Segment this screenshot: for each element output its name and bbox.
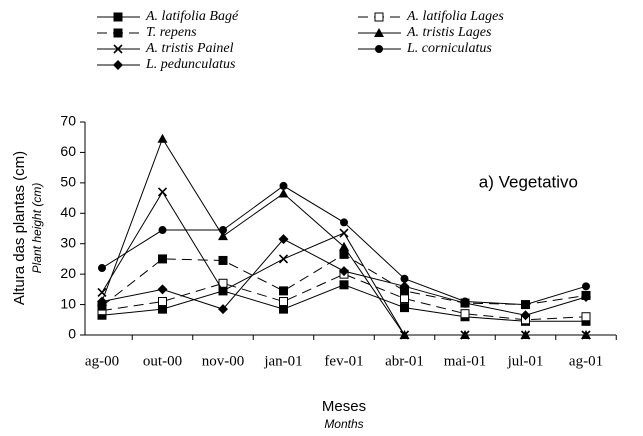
marker bbox=[460, 298, 470, 309]
marker bbox=[157, 284, 168, 295]
legend-label: L. corniculatus bbox=[406, 41, 492, 56]
y-tick-label: 20 bbox=[60, 265, 76, 281]
marker bbox=[98, 264, 106, 273]
marker bbox=[374, 12, 384, 22]
x-tick-label: out-00 bbox=[143, 353, 182, 369]
marker bbox=[158, 226, 167, 235]
marker bbox=[399, 330, 410, 340]
marker bbox=[158, 304, 167, 314]
legend-label: A. latifolia Lages bbox=[406, 9, 504, 24]
marker bbox=[218, 286, 228, 296]
marker bbox=[521, 300, 530, 309]
marker bbox=[400, 303, 409, 313]
marker bbox=[219, 226, 227, 235]
x-tick-label: mai-01 bbox=[444, 353, 487, 369]
marker bbox=[581, 312, 591, 322]
marker bbox=[218, 255, 228, 265]
y-tick-label: 10 bbox=[60, 295, 76, 311]
x-tick-label: fev-01 bbox=[324, 353, 363, 369]
marker bbox=[339, 280, 349, 290]
marker bbox=[218, 231, 228, 241]
legend-label: A. tristis Painel bbox=[145, 41, 234, 56]
marker bbox=[158, 297, 167, 307]
marker bbox=[97, 296, 107, 307]
marker bbox=[113, 12, 123, 22]
marker bbox=[582, 282, 590, 291]
marker bbox=[340, 218, 348, 227]
legend-label: T. repens bbox=[146, 25, 197, 40]
marker bbox=[158, 254, 167, 264]
y-tick-label: 60 bbox=[60, 143, 76, 159]
marker bbox=[374, 28, 384, 37]
marker bbox=[218, 278, 228, 288]
marker bbox=[460, 309, 470, 319]
y-tick-label: 30 bbox=[60, 234, 76, 250]
marker bbox=[113, 60, 123, 70]
marker bbox=[375, 45, 383, 53]
y-axis-sublabel: Plant height (cm) bbox=[30, 183, 44, 274]
marker bbox=[279, 297, 288, 307]
marker bbox=[113, 28, 123, 38]
series-line bbox=[101, 191, 586, 336]
marker bbox=[157, 133, 168, 143]
x-tick-label: nov-00 bbox=[202, 353, 245, 369]
marker bbox=[399, 281, 410, 292]
marker bbox=[113, 44, 123, 54]
marker bbox=[278, 188, 289, 198]
marker bbox=[460, 330, 470, 340]
marker bbox=[279, 181, 288, 190]
x-tick-label: ag-00 bbox=[85, 353, 119, 369]
annotation: a) Vegetativo bbox=[479, 172, 578, 191]
legend-label: A. tristis Lages bbox=[406, 25, 492, 40]
x-tick-label: abr-01 bbox=[385, 353, 424, 369]
marker bbox=[400, 293, 409, 303]
y-axis-label: Altura das plantas (cm) bbox=[11, 151, 28, 305]
legend-label: L. pedunculatus bbox=[145, 57, 236, 72]
y-tick-label: 70 bbox=[60, 113, 76, 129]
legend-label: A. latifolia Bagé bbox=[145, 9, 239, 24]
marker bbox=[278, 254, 289, 264]
marker bbox=[157, 187, 168, 197]
x-axis-label: Meses bbox=[322, 398, 366, 415]
marker bbox=[97, 287, 107, 297]
marker bbox=[581, 330, 591, 340]
marker bbox=[400, 274, 409, 283]
marker bbox=[581, 291, 591, 302]
x-axis-sublabel: Months bbox=[324, 417, 363, 431]
marker bbox=[339, 266, 349, 277]
x-tick-label: jul-01 bbox=[507, 353, 544, 369]
x-tick-label: jan-01 bbox=[263, 353, 302, 369]
y-tick-label: 0 bbox=[68, 326, 76, 342]
marker bbox=[520, 310, 531, 321]
marker bbox=[278, 234, 289, 245]
marker bbox=[218, 304, 228, 315]
marker bbox=[339, 228, 349, 238]
y-tick-label: 40 bbox=[60, 204, 76, 220]
marker bbox=[520, 330, 531, 340]
y-tick-label: 50 bbox=[60, 174, 76, 190]
x-tick-label: ag-01 bbox=[569, 353, 603, 369]
marker bbox=[279, 304, 288, 314]
marker bbox=[339, 241, 349, 251]
series-line bbox=[101, 284, 586, 322]
marker bbox=[279, 286, 288, 296]
